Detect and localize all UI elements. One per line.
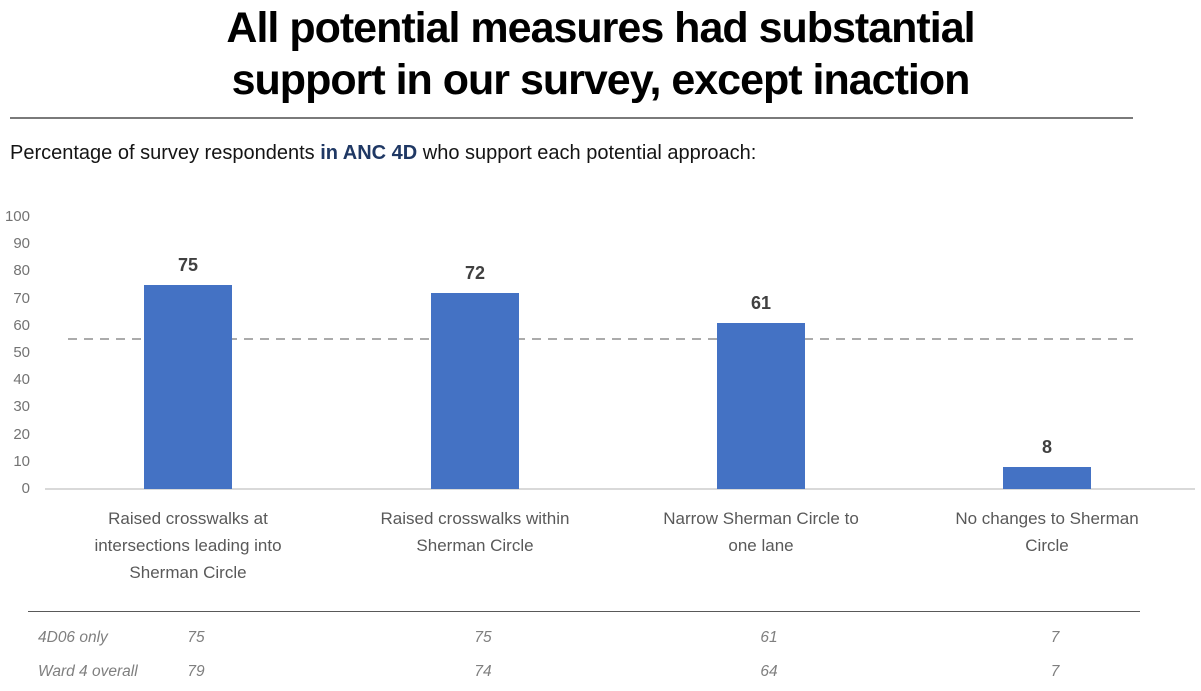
y-axis-tick-label: 20 [13, 425, 30, 443]
bar-category-1 [144, 285, 232, 489]
table-cell-value: 61 [760, 629, 778, 646]
table-cell-value: 64 [760, 663, 778, 680]
y-axis-tick-label: 30 [13, 398, 30, 416]
x-axis-category-label: Narrow Sherman Circle to one lane [663, 509, 859, 555]
chart-subtitle: Percentage of survey respondents in ANC … [10, 142, 756, 165]
table-top-border [28, 611, 1140, 612]
y-axis-tick-label: 90 [13, 235, 30, 253]
page-title-line1: All potential measures had substantial [226, 4, 975, 52]
y-axis-tick-label: 50 [13, 344, 30, 361]
bar-category-4 [1003, 467, 1091, 489]
table-cell-value: 7 [1050, 629, 1060, 646]
table-cell-value: 79 [187, 663, 205, 680]
bar-value-label: 8 [1041, 437, 1052, 458]
y-axis-tick-label: 60 [13, 316, 30, 334]
page-title-line2: support in our survey, except inaction [231, 56, 971, 104]
x-axis-category-label: Raised crosswalks within Sherman Circle [380, 509, 570, 555]
subtitle-prefix: Percentage of survey respondents [10, 142, 321, 164]
title-divider [10, 117, 1133, 119]
bar-value-label: 72 [464, 263, 486, 284]
x-axis-line [45, 488, 1195, 490]
y-axis-tick-label: 70 [13, 289, 30, 307]
reference-line [68, 338, 1138, 341]
table-cell-value: 7 [1050, 663, 1060, 680]
bar-value-label: 75 [177, 255, 199, 275]
table-row-label: 4D06 only [38, 629, 108, 646]
anc-4d-highlight: in ANC 4D [320, 142, 418, 164]
x-axis-category-label: No changes to Sherman Circle [955, 509, 1139, 555]
table-cell-value: 74 [474, 663, 492, 680]
table-cell-value: 75 [187, 629, 205, 646]
y-axis-tick-label: 100 [4, 208, 30, 225]
bar-value-label: 61 [750, 293, 772, 314]
table-cell-value: 75 [474, 629, 492, 646]
bar-category-2 [431, 293, 519, 489]
y-axis-tick-label: 10 [13, 452, 30, 470]
table-row-label: Ward 4 overall [38, 663, 138, 680]
y-axis-tick-label: 40 [13, 371, 30, 389]
y-axis-tick-label: 80 [13, 262, 30, 280]
subtitle-suffix: who support each potential approach: [417, 142, 757, 164]
page-title: All potential measures had substantial su… [0, 2, 1201, 106]
y-axis-tick-label: 0 [21, 480, 30, 497]
x-axis-category-label: Raised crosswalks at intersections leadi… [94, 509, 282, 582]
bar-category-3 [717, 323, 805, 489]
